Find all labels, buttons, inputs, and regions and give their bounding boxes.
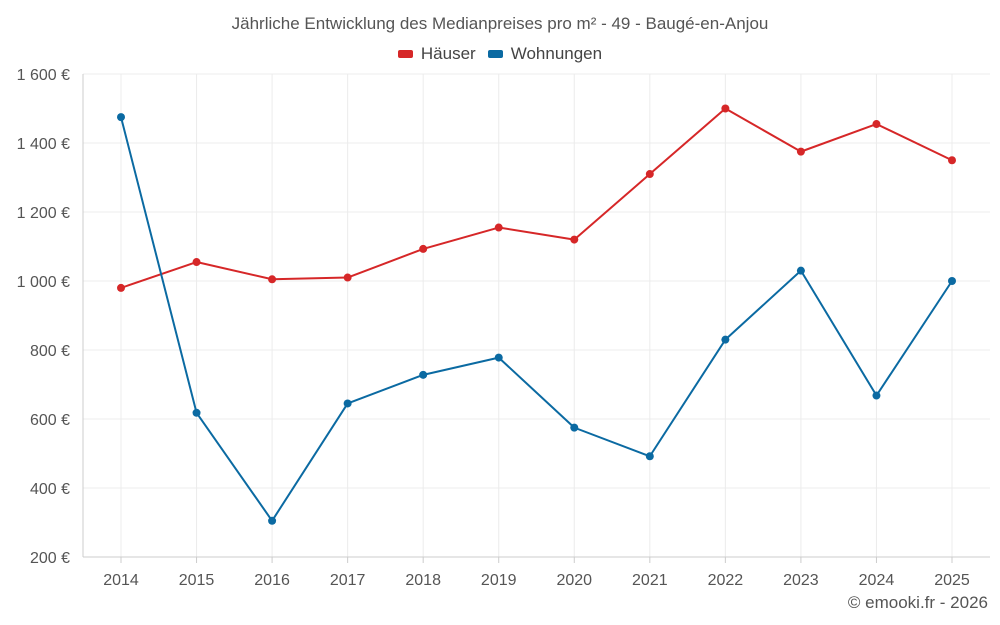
series-apartments bbox=[117, 113, 956, 525]
legend-swatch-houses bbox=[397, 50, 413, 58]
series-houses bbox=[117, 104, 956, 292]
point-apartments-2021 bbox=[645, 452, 654, 461]
point-houses-2025 bbox=[948, 156, 956, 165]
x-axis-ticks: 2014 2015 2016 2017 2018 2019 2020 2021 2022 2023… bbox=[103, 572, 970, 589]
point-houses-2015 bbox=[192, 258, 201, 267]
point-houses-2021 bbox=[645, 170, 654, 179]
point-houses-2014 bbox=[117, 283, 125, 292]
point-apartments-2014 bbox=[117, 113, 125, 122]
x-tick-label: 2017 bbox=[330, 572, 366, 589]
point-apartments-2019 bbox=[494, 353, 503, 362]
chart-legend: Häuser Wohnungen bbox=[0, 44, 1000, 64]
legend-item-apartments[interactable]: Wohnungen bbox=[487, 44, 603, 64]
point-houses-2023 bbox=[796, 147, 805, 156]
legend-label-apartments: Wohnungen bbox=[510, 44, 603, 63]
point-apartments-2017 bbox=[343, 399, 352, 408]
x-tick-label: 2015 bbox=[179, 572, 215, 589]
point-houses-2016 bbox=[268, 275, 277, 284]
point-apartments-2023 bbox=[796, 266, 805, 275]
x-tick-label: 2025 bbox=[934, 572, 970, 589]
point-apartments-2015 bbox=[192, 408, 201, 417]
point-houses-2018 bbox=[419, 244, 428, 253]
x-tick-label: 2019 bbox=[481, 572, 517, 589]
x-tick-label: 2024 bbox=[859, 572, 895, 589]
line-houses bbox=[120, 107, 953, 289]
point-houses-2020 bbox=[570, 235, 579, 244]
y-tick-label: 600 € bbox=[30, 412, 70, 429]
y-tick-label: 400 € bbox=[30, 481, 70, 498]
x-tick-label: 2021 bbox=[632, 572, 668, 589]
point-houses-2022 bbox=[721, 104, 730, 113]
line-apartments bbox=[120, 116, 953, 522]
y-tick-label: 1 000 € bbox=[17, 274, 70, 291]
point-apartments-2025 bbox=[948, 277, 956, 285]
x-tick-label: 2023 bbox=[783, 572, 819, 589]
point-apartments-2022 bbox=[721, 335, 730, 344]
x-tick-label: 2014 bbox=[103, 572, 139, 589]
y-tick-label: 1 600 € bbox=[17, 67, 70, 84]
axes bbox=[82, 74, 990, 563]
x-tick-label: 2016 bbox=[254, 572, 290, 589]
x-tick-label: 2022 bbox=[708, 572, 744, 589]
point-apartments-2018 bbox=[419, 370, 428, 379]
legend-label-houses: Häuser bbox=[420, 44, 476, 63]
copyright-notice: © emooki.fr - 2026 bbox=[847, 593, 988, 612]
x-tick-label: 2020 bbox=[556, 572, 592, 589]
series-lines bbox=[117, 104, 956, 525]
x-tick-label: 2018 bbox=[405, 572, 441, 589]
point-apartments-2016 bbox=[268, 516, 277, 525]
y-axis-ticks: 200 € 400 € 600 € 800 € 1 000 € 1 200 € 1 400 … bbox=[17, 67, 70, 567]
point-apartments-2024 bbox=[872, 391, 881, 400]
point-houses-2017 bbox=[343, 273, 352, 282]
grid-lines bbox=[83, 73, 990, 557]
point-houses-2019 bbox=[494, 223, 503, 232]
legend-swatch-apartments bbox=[487, 50, 503, 58]
chart-title: Jährliche Entwicklung des Medianpreises … bbox=[231, 14, 769, 33]
y-tick-label: 800 € bbox=[30, 343, 70, 360]
y-tick-label: 200 € bbox=[30, 550, 70, 567]
point-houses-2024 bbox=[872, 120, 881, 129]
y-tick-label: 1 400 € bbox=[17, 136, 70, 153]
legend-item-houses[interactable]: Häuser bbox=[397, 44, 476, 64]
y-tick-label: 1 200 € bbox=[17, 205, 70, 222]
point-apartments-2020 bbox=[570, 423, 579, 432]
